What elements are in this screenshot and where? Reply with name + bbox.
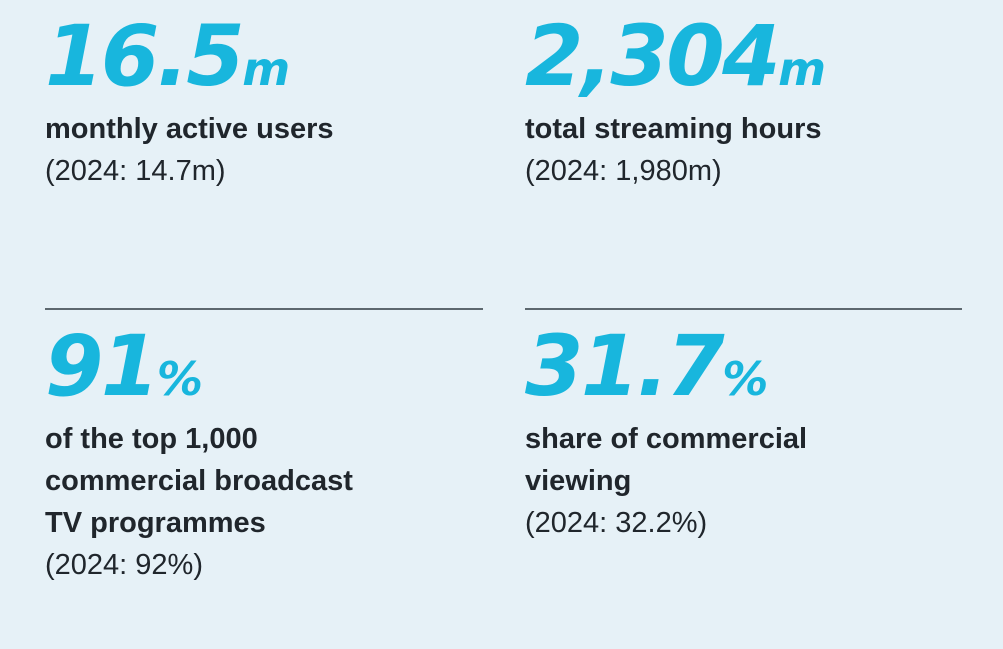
stat-prior-year-total-streaming-hours: (2024: 1,980m) [525,155,722,187]
stat-label-line: commercial broadcast [45,465,353,497]
stat-unit-suffix: m [242,42,290,96]
stat-unit-suffix: % [722,352,768,406]
stat-card-top-programmes: 91% of the top 1,000 commercial broadcas… [45,308,483,647]
stat-label-monthly-active-users: monthly active users [45,108,483,150]
stat-prior-year-share-commercial-viewing: (2024: 32.2%) [525,507,708,539]
stat-label-line: TV programmes [45,507,266,539]
stat-label-line: viewing [525,465,632,497]
stat-value-monthly-active-users: 16.5m [45,14,483,98]
stat-unit-suffix: m [778,42,826,96]
stat-prior-year-monthly-active-users: (2024: 14.7m) [45,155,226,187]
stat-card-share-commercial-viewing: 31.7% share of commercial viewing (2024:… [525,308,962,647]
stat-value-share-commercial-viewing: 31.7% [525,324,962,408]
stat-number: 91 [45,317,159,415]
stat-label-line: of the top 1,000 [45,423,258,455]
stat-label-share-commercial-viewing: share of commercial viewing [525,418,962,502]
stat-label-line: monthly active users [45,113,334,145]
stat-label-line: total streaming hours [525,113,822,145]
stat-number: 31.7 [525,317,725,415]
stat-value-total-streaming-hours: 2,304m [525,14,962,98]
stat-value-top-programmes: 91% [45,324,483,408]
stat-label-top-programmes: of the top 1,000 commercial broadcast TV… [45,418,483,544]
stat-card-monthly-active-users: 16.5m monthly active users (2024: 14.7m) [45,0,483,308]
stat-label-line: share of commercial [525,423,808,455]
stat-prior-year-top-programmes: (2024: 92%) [45,549,203,581]
stat-unit-suffix: % [156,352,203,406]
stat-card-total-streaming-hours: 2,304m total streaming hours (2024: 1,98… [525,0,962,308]
stat-number: 2,304 [525,7,781,105]
stat-number: 16.5 [45,7,245,105]
stat-label-total-streaming-hours: total streaming hours [525,108,962,150]
